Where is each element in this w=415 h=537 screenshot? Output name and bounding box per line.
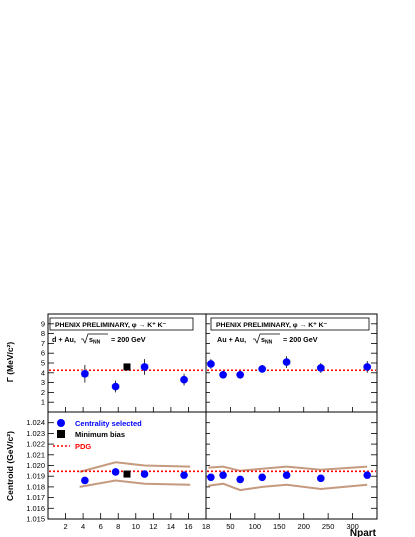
y-tick-label: 1.022 xyxy=(26,440,45,449)
banner-left: PHENIX PRELIMINARY, φ → K⁺ K⁻ xyxy=(49,317,194,331)
minbias-marker xyxy=(123,470,131,478)
y-tick-label: 9 xyxy=(41,319,45,328)
data-point xyxy=(207,473,215,482)
data-point xyxy=(236,370,244,379)
data-point xyxy=(363,363,372,371)
legend-label-pdg: PDG xyxy=(75,442,91,451)
system-label-dau: d + Au, sNN = 200 GeV xyxy=(52,333,146,346)
y-tick-label: 1.019 xyxy=(26,472,45,481)
data-point xyxy=(111,468,120,476)
y-axis-label-centroid: Centroid (GeV/c²) xyxy=(5,431,15,501)
y-tick-label: 1.023 xyxy=(26,429,45,438)
data-point xyxy=(258,365,266,373)
y-tick-label: 1.018 xyxy=(26,482,45,491)
legend-label-minbias: Minimum bias xyxy=(75,430,125,439)
y-tick-label: 1.024 xyxy=(26,418,45,427)
y-tick-label: 5 xyxy=(41,359,45,368)
legend-label-centrality: Centrality selected xyxy=(75,419,142,428)
system-label-auau: Au + Au, sNN = 200 GeV xyxy=(217,333,318,346)
y-tick-label: 1.015 xyxy=(26,515,45,524)
x-tick-label: 10 xyxy=(132,522,140,531)
data-point xyxy=(180,471,188,479)
x-tick-label: 300 xyxy=(346,522,359,531)
data-point xyxy=(317,364,325,372)
y-tick-label: 7 xyxy=(41,339,45,348)
x-tick-label: 2 xyxy=(63,522,67,531)
systematic-band xyxy=(208,482,368,492)
data-point xyxy=(282,471,291,479)
x-tick-label: 100 xyxy=(249,522,262,531)
y-tick-label: 1.021 xyxy=(26,450,45,459)
legend: Centrality selected Minimum bias PDG xyxy=(53,419,142,451)
frame-centroid-auau xyxy=(205,411,378,520)
legend-marker-centrality xyxy=(57,419,65,427)
systematic-band xyxy=(79,479,191,488)
data-point xyxy=(140,363,149,371)
systematic-band xyxy=(79,461,191,473)
y-axis-label-width: Γ (MeV/c²) xyxy=(5,342,15,383)
y-tick-label: 1 xyxy=(41,398,45,407)
x-tick-label: 150 xyxy=(273,522,286,531)
system-label-dau-energy: = 200 GeV xyxy=(111,335,146,344)
x-tick-label: 250 xyxy=(322,522,335,531)
x-tick-label: 14 xyxy=(167,522,175,531)
system-label-auau-energy: = 200 GeV xyxy=(283,335,318,344)
y-tick-label: 8 xyxy=(41,329,45,338)
x-tick-label: 8 xyxy=(116,522,120,531)
banner-right: PHENIX PRELIMINARY, φ → K⁺ K⁻ xyxy=(210,317,370,331)
data-point xyxy=(363,471,372,479)
sqrt-s-symbol: sNN xyxy=(261,335,273,346)
chart-marks: 1234567891.0151.0161.0171.0181.0191.0201… xyxy=(26,319,377,531)
sqrt-sign-icon xyxy=(81,333,108,344)
data-point xyxy=(207,360,215,368)
data-point xyxy=(282,358,291,366)
x-tick-label: 6 xyxy=(99,522,103,531)
y-tick-label: 4 xyxy=(41,368,45,377)
data-point xyxy=(236,475,244,484)
minbias-marker xyxy=(123,363,131,371)
data-point xyxy=(258,473,266,482)
data-point xyxy=(81,369,89,378)
data-point xyxy=(219,370,227,379)
y-tick-label: 1.017 xyxy=(26,493,45,502)
y-tick-label: 2 xyxy=(41,388,45,397)
data-point xyxy=(140,470,149,478)
data-point xyxy=(219,471,227,479)
legend-marker-minbias xyxy=(57,430,65,438)
x-tick-label: 200 xyxy=(297,522,310,531)
y-tick-label: 6 xyxy=(41,349,45,358)
sqrt-s-symbol: sNN xyxy=(89,335,101,346)
data-point xyxy=(81,476,89,485)
data-point xyxy=(317,474,325,483)
x-tick-label: 12 xyxy=(149,522,157,531)
x-tick-label: 50 xyxy=(226,522,234,531)
data-point xyxy=(180,375,188,384)
banner-left-text: PHENIX PRELIMINARY, φ → K⁺ K⁻ xyxy=(55,322,167,329)
x-tick-label: 4 xyxy=(81,522,85,531)
system-label-auau-prefix: Au + Au, xyxy=(217,335,246,344)
y-tick-label: 1.016 xyxy=(26,504,45,513)
y-tick-label: 3 xyxy=(41,378,45,387)
y-tick-label: 1.020 xyxy=(26,461,45,470)
x-tick-label: 18 xyxy=(202,522,210,531)
banner-right-text: PHENIX PRELIMINARY, φ → K⁺ K⁻ xyxy=(216,322,328,329)
system-label-dau-prefix: d + Au, xyxy=(52,335,76,344)
x-tick-label: 16 xyxy=(184,522,192,531)
systematic-band xyxy=(208,465,368,472)
sqrt-sign-icon xyxy=(253,333,280,344)
data-point xyxy=(111,382,120,391)
x-axis-label: Npart xyxy=(350,528,377,537)
